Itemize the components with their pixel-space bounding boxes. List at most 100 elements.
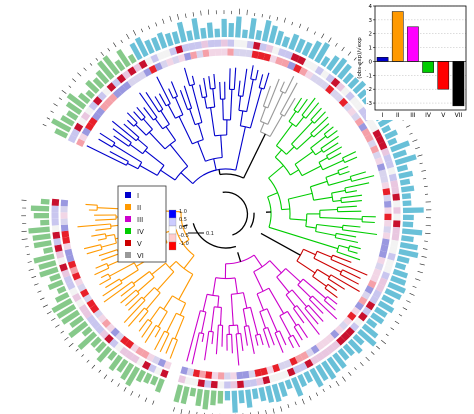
leaf-tick bbox=[83, 67, 87, 71]
annotation-bar bbox=[261, 19, 272, 42]
y-tick-label: 1 bbox=[369, 46, 373, 52]
leaf-tick bbox=[425, 232, 431, 234]
heatmap-cell bbox=[177, 53, 186, 63]
branch-VI bbox=[269, 114, 283, 137]
branch-IV bbox=[287, 198, 291, 219]
heatmap-cell bbox=[383, 265, 393, 274]
branch-IV bbox=[336, 251, 361, 261]
branch-II bbox=[86, 248, 103, 255]
leaf-tick bbox=[370, 351, 375, 355]
branch-VI bbox=[280, 113, 285, 117]
branch-I bbox=[175, 114, 184, 119]
heatmap-cell bbox=[309, 73, 320, 83]
backbone-root bbox=[222, 191, 249, 236]
heatmap-cell bbox=[340, 331, 351, 342]
branch-I bbox=[210, 107, 216, 136]
branch-IV bbox=[326, 130, 338, 139]
branch-IV bbox=[326, 146, 343, 157]
heatmap-cell bbox=[88, 116, 98, 126]
branch-I bbox=[214, 134, 227, 137]
legend-label-VI: VI bbox=[137, 252, 144, 260]
branch-I bbox=[191, 75, 196, 85]
heatmap-cell bbox=[338, 97, 349, 108]
y-tick-label: -3 bbox=[367, 101, 373, 107]
annotation-bar bbox=[401, 228, 423, 236]
leaf-tick bbox=[254, 12, 256, 17]
branch-II bbox=[109, 262, 135, 277]
branch-III bbox=[259, 308, 268, 313]
heatmap-cell bbox=[381, 181, 390, 190]
heatmap-cell bbox=[331, 340, 341, 350]
branch-II bbox=[98, 249, 118, 257]
branch-III bbox=[210, 306, 215, 332]
annotation-bar bbox=[390, 275, 407, 286]
branch-V bbox=[303, 248, 316, 256]
heatmap-cell bbox=[259, 42, 268, 52]
annotation-bar bbox=[180, 386, 190, 405]
branch-VI bbox=[267, 91, 284, 125]
x-tick-label: V bbox=[441, 112, 446, 119]
leaf-tick bbox=[315, 392, 319, 397]
leaf-tick bbox=[424, 240, 428, 242]
branch-I bbox=[197, 123, 204, 140]
leaf-tick bbox=[188, 410, 190, 414]
heatmap-cell bbox=[325, 333, 335, 343]
annotation-bar bbox=[108, 354, 123, 372]
branch-III bbox=[285, 294, 296, 308]
branch-III bbox=[248, 325, 255, 355]
branch-IV bbox=[318, 157, 328, 163]
leaf-tick bbox=[341, 46, 345, 52]
branch-IV bbox=[301, 97, 316, 116]
heatmap-cell bbox=[262, 376, 271, 385]
branch-I bbox=[113, 144, 142, 163]
heatmap-cell bbox=[89, 304, 100, 314]
leaf-tick bbox=[64, 336, 69, 341]
annotation-bar bbox=[241, 29, 248, 39]
heatmap-cell bbox=[84, 106, 95, 116]
branch-III bbox=[279, 315, 292, 337]
heatmap-cell bbox=[122, 81, 132, 91]
branch-IV bbox=[295, 116, 305, 127]
heatmap-cell bbox=[383, 154, 393, 163]
branch-IV bbox=[309, 186, 315, 201]
branch-I bbox=[180, 172, 194, 185]
branch-I bbox=[189, 108, 196, 125]
heatmap-cell bbox=[376, 163, 386, 172]
branch-I bbox=[205, 156, 223, 162]
leaf-tick bbox=[42, 124, 47, 127]
annotation-bar bbox=[308, 40, 322, 60]
branch-IV bbox=[340, 194, 363, 199]
heatmap-cell bbox=[61, 269, 71, 278]
branch-I bbox=[135, 124, 147, 136]
dendrogram-branches bbox=[77, 65, 378, 366]
heatmap-cell bbox=[181, 43, 190, 52]
legend-label-III: III bbox=[137, 216, 143, 224]
branch-III bbox=[254, 335, 259, 346]
branch-V bbox=[339, 273, 359, 285]
heatmap-cell bbox=[82, 309, 93, 319]
branch-IV bbox=[288, 192, 313, 200]
annotation-bar bbox=[400, 185, 415, 193]
heatmap-cell bbox=[106, 82, 117, 92]
heatmap-cell bbox=[83, 293, 93, 303]
annotation-bar bbox=[342, 343, 355, 357]
leaf-tick bbox=[348, 372, 352, 376]
heatmap-cell bbox=[351, 112, 361, 122]
heatmap-cell bbox=[385, 258, 395, 268]
leaf-tick bbox=[415, 147, 420, 150]
heatmap-cell bbox=[329, 88, 340, 99]
branch-I bbox=[213, 73, 216, 89]
heatmap-cell bbox=[130, 354, 140, 364]
branch-I bbox=[258, 74, 264, 88]
x-tick-label: III bbox=[410, 112, 416, 119]
bar-II bbox=[391, 11, 404, 62]
backbone-branch bbox=[219, 173, 244, 179]
bar-I bbox=[376, 57, 389, 62]
branch-IV bbox=[331, 192, 334, 202]
heatmap-cell bbox=[343, 316, 353, 326]
branch-IV bbox=[294, 150, 314, 165]
heatmap-cell bbox=[392, 193, 400, 201]
leaf-tick bbox=[138, 394, 141, 398]
heatmap-cell bbox=[280, 370, 290, 379]
branch-I bbox=[156, 76, 171, 104]
